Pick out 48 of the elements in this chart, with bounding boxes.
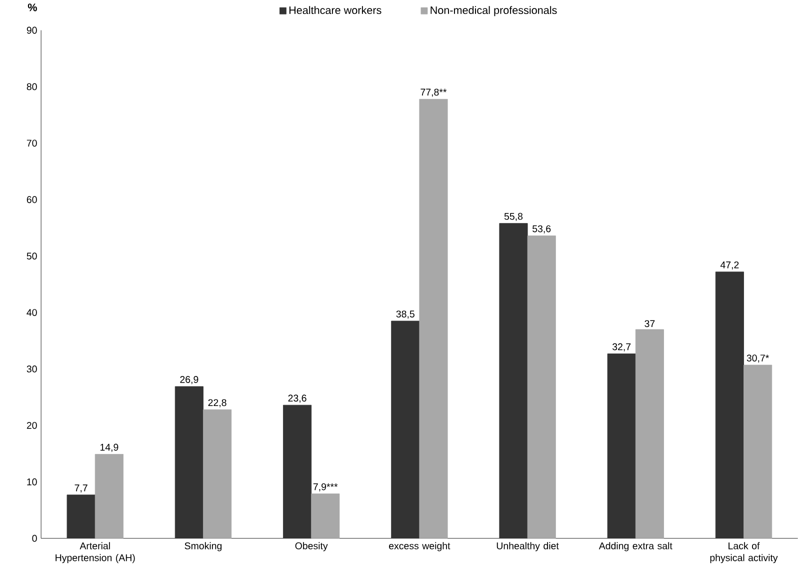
x-tick-label: Smoking	[184, 542, 222, 552]
x-tick-label: Unhealthy diet	[496, 542, 559, 552]
bar	[527, 236, 556, 539]
y-tick-label: 10	[27, 478, 37, 486]
data-label: 55,8	[504, 213, 523, 222]
bar	[283, 405, 312, 539]
data-label: 32,7	[612, 344, 631, 352]
data-label: 23,6	[288, 394, 306, 403]
bar	[635, 329, 664, 539]
data-label: 53,6	[532, 226, 551, 234]
data-label: 22,8	[208, 399, 226, 408]
data-label: 37	[644, 320, 655, 328]
y-tick-label: 60	[26, 196, 37, 204]
data-label: 30,7*	[746, 354, 769, 363]
data-label: 7,9***	[313, 484, 338, 492]
y-tick-label: 90	[26, 27, 37, 34]
y-tick-label: 50	[26, 252, 37, 260]
bar	[607, 354, 636, 539]
legend-label: Healthcare workers	[289, 6, 382, 14]
data-label: 47,2	[720, 262, 739, 270]
y-tick-label: 30	[26, 366, 37, 373]
x-tick-label: Arterial Hypertension (AH)	[56, 542, 135, 564]
y-tick-label: 20	[26, 422, 37, 430]
bar	[174, 386, 204, 539]
bar	[311, 494, 340, 539]
bar	[715, 272, 744, 539]
data-label: 77,8**	[420, 88, 447, 97]
bar	[744, 365, 772, 539]
legend-label: Non-medical professionals	[430, 6, 557, 16]
bar	[499, 223, 528, 539]
x-tick-label: excess weight	[389, 542, 450, 552]
data-label: 7,7	[74, 484, 88, 493]
x-tick-label: Adding extra salt	[598, 542, 672, 552]
y-tick-label: 0	[32, 535, 37, 542]
data-label: 26,9	[180, 376, 198, 384]
bar	[391, 320, 420, 539]
y-axis-title: %	[28, 4, 37, 12]
bar	[94, 454, 124, 539]
data-label: 14,9	[100, 444, 118, 452]
y-tick-label: 70	[26, 140, 37, 147]
y-tick-label: 40	[26, 309, 37, 316]
bar	[66, 494, 96, 539]
y-tick-label: 80	[26, 83, 37, 90]
x-tick-label: Obesity	[295, 542, 328, 552]
data-label: 38,5	[396, 310, 414, 319]
bar	[203, 410, 232, 539]
bar	[419, 99, 448, 539]
x-tick-label: Lack of physical activity	[710, 542, 778, 564]
